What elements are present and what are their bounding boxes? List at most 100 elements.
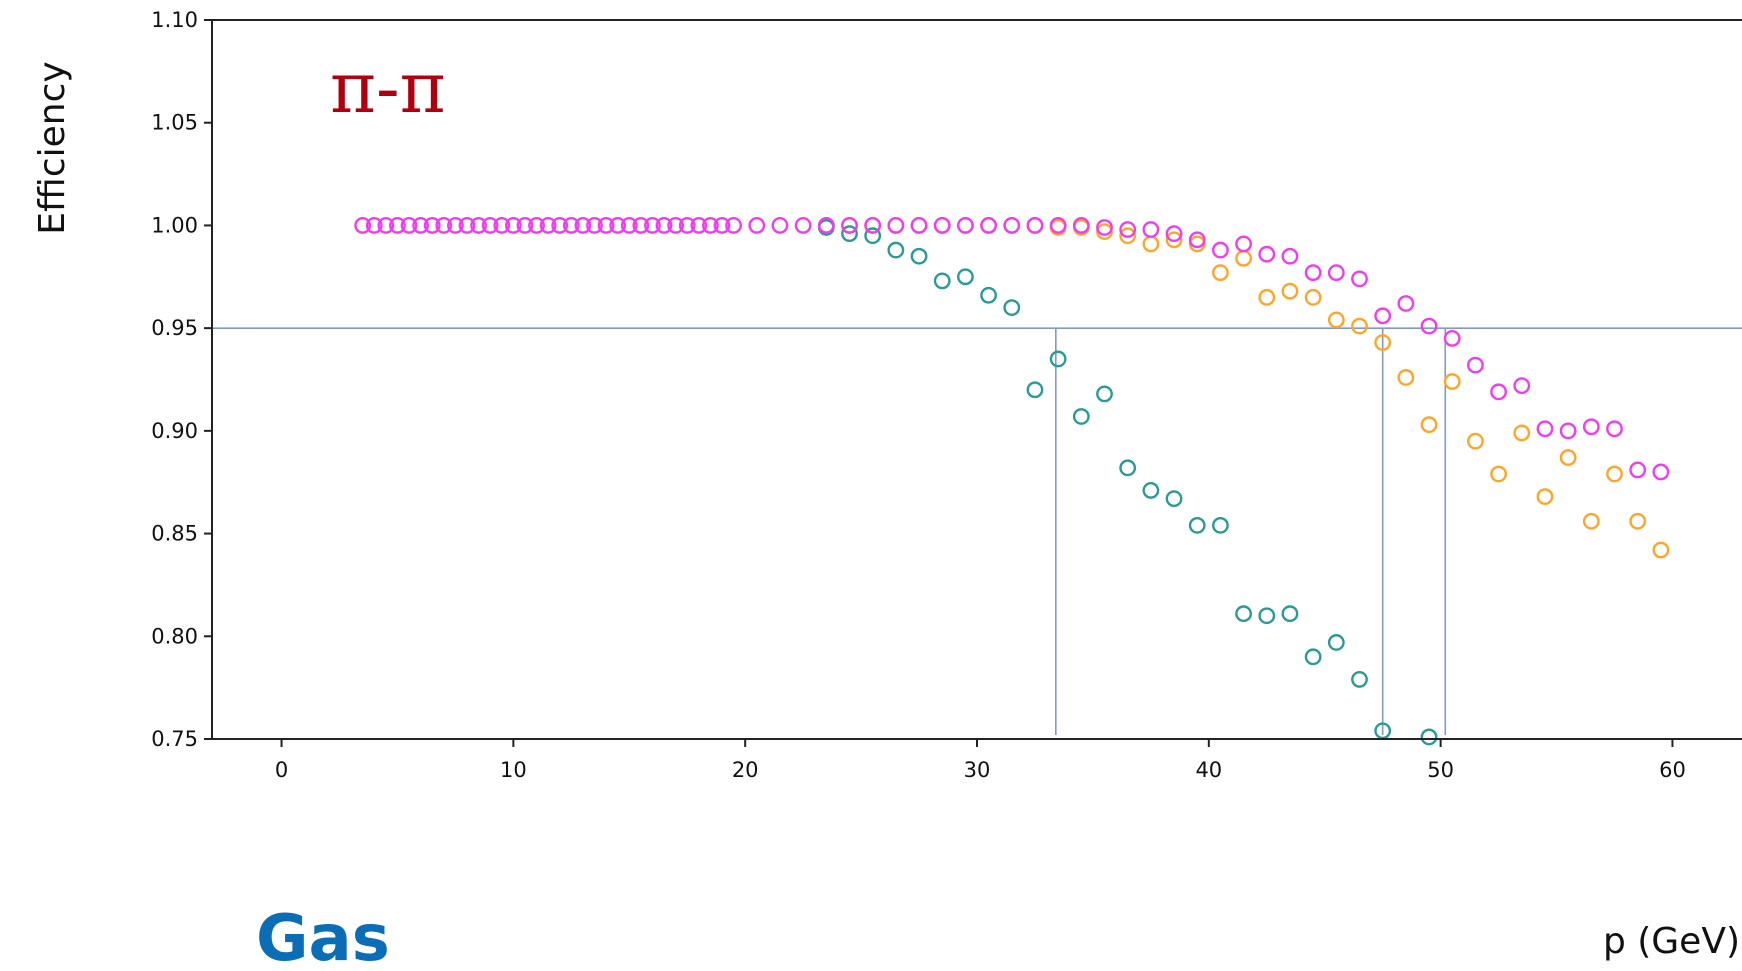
data-point [1327, 264, 1345, 282]
data-point [1165, 231, 1183, 249]
data-point [1490, 465, 1507, 483]
data-point [609, 217, 627, 234]
data-point [562, 217, 580, 234]
data-point [1397, 295, 1415, 312]
data-point [354, 217, 372, 234]
data-point [980, 286, 997, 304]
series-1 [817, 217, 1670, 559]
data-point [551, 217, 569, 234]
data-point [632, 217, 650, 234]
data-point [1443, 373, 1461, 390]
data-point [504, 217, 522, 234]
x-tick-label: 20 [732, 758, 759, 782]
x-axis-label: p (GeV) [1603, 921, 1740, 962]
data-point [957, 217, 974, 234]
data-point [1420, 416, 1438, 434]
data-point [957, 268, 974, 286]
data-point [620, 217, 638, 234]
data-point [702, 217, 719, 234]
data-point [539, 217, 557, 234]
data-point [1119, 459, 1137, 477]
data-point [1188, 516, 1206, 534]
data-point [713, 217, 731, 234]
x-tick-label: 60 [1659, 758, 1686, 782]
data-point [1281, 247, 1299, 265]
data-point [678, 217, 696, 234]
data-point [493, 217, 511, 234]
y-tick-label: 0.95 [151, 316, 198, 340]
data-point [1652, 463, 1670, 481]
data-point [1559, 422, 1577, 440]
y-tick-label: 1.00 [151, 213, 198, 237]
data-point [1351, 270, 1368, 288]
x-tick-label: 40 [1195, 758, 1222, 782]
y-tick-label: 1.05 [151, 111, 198, 135]
data-point [1559, 449, 1577, 466]
data-point [1606, 465, 1623, 483]
data-point [1188, 231, 1206, 249]
data-point [1119, 227, 1137, 245]
data-point [771, 217, 789, 234]
data-point [1467, 356, 1484, 374]
data-point [1467, 432, 1484, 450]
data-point [910, 217, 928, 234]
data-point [1374, 722, 1392, 740]
data-point [1142, 482, 1160, 499]
data-point [1026, 381, 1044, 399]
data-point [1026, 217, 1044, 234]
reference-lines [212, 327, 1742, 735]
data-point [1629, 461, 1647, 479]
data-point [1629, 512, 1647, 530]
data-point [1258, 607, 1276, 625]
data-point [1235, 249, 1252, 267]
gas-annotation: Gas [256, 902, 390, 971]
data-point [817, 217, 835, 234]
data-point [470, 217, 487, 234]
series-2 [817, 219, 1438, 746]
data-point [1304, 264, 1322, 282]
chart-title-annotation: π-π [330, 47, 446, 129]
data-point [1351, 317, 1368, 335]
data-point [1235, 605, 1252, 623]
data-point [1513, 424, 1531, 442]
data-point [1235, 235, 1252, 253]
data-point [1072, 217, 1090, 234]
x-tick-label: 30 [964, 758, 991, 782]
data-point [1420, 317, 1438, 335]
data-point [1536, 488, 1554, 505]
series-layer [354, 217, 1670, 746]
data-point [887, 241, 905, 259]
series-3 [354, 217, 1670, 481]
data-point [423, 217, 441, 234]
data-point [1582, 512, 1600, 530]
x-tick-label: 0 [275, 758, 288, 782]
y-tick-label: 0.75 [151, 727, 198, 751]
data-point [1304, 648, 1322, 666]
data-point [864, 217, 882, 234]
data-point [528, 217, 545, 234]
data-point [1212, 241, 1229, 259]
data-point [1374, 334, 1392, 351]
data-point [910, 247, 928, 265]
y-tick-label: 0.90 [151, 419, 198, 443]
data-point [841, 225, 858, 243]
data-point [1049, 350, 1067, 368]
x-tick-label: 50 [1427, 758, 1454, 782]
data-point [516, 217, 534, 234]
data-point [1490, 383, 1507, 401]
data-point [1142, 235, 1160, 253]
data-point [1536, 420, 1554, 438]
data-point [644, 217, 661, 234]
data-point [447, 217, 464, 234]
y-tick-label: 0.80 [151, 624, 198, 648]
data-point [1606, 420, 1623, 438]
data-point [1327, 634, 1345, 651]
data-point [481, 217, 499, 234]
data-point [933, 217, 951, 234]
data-point [748, 217, 766, 234]
data-point [1652, 541, 1670, 559]
data-point [1397, 369, 1415, 386]
axes-layer: 0.75 0.80 0.85 0.90 0.95 1.00 1.05 1.10 0 10 20 30 4… [151, 8, 1742, 782]
data-point [1281, 605, 1299, 623]
data-point [841, 217, 858, 234]
